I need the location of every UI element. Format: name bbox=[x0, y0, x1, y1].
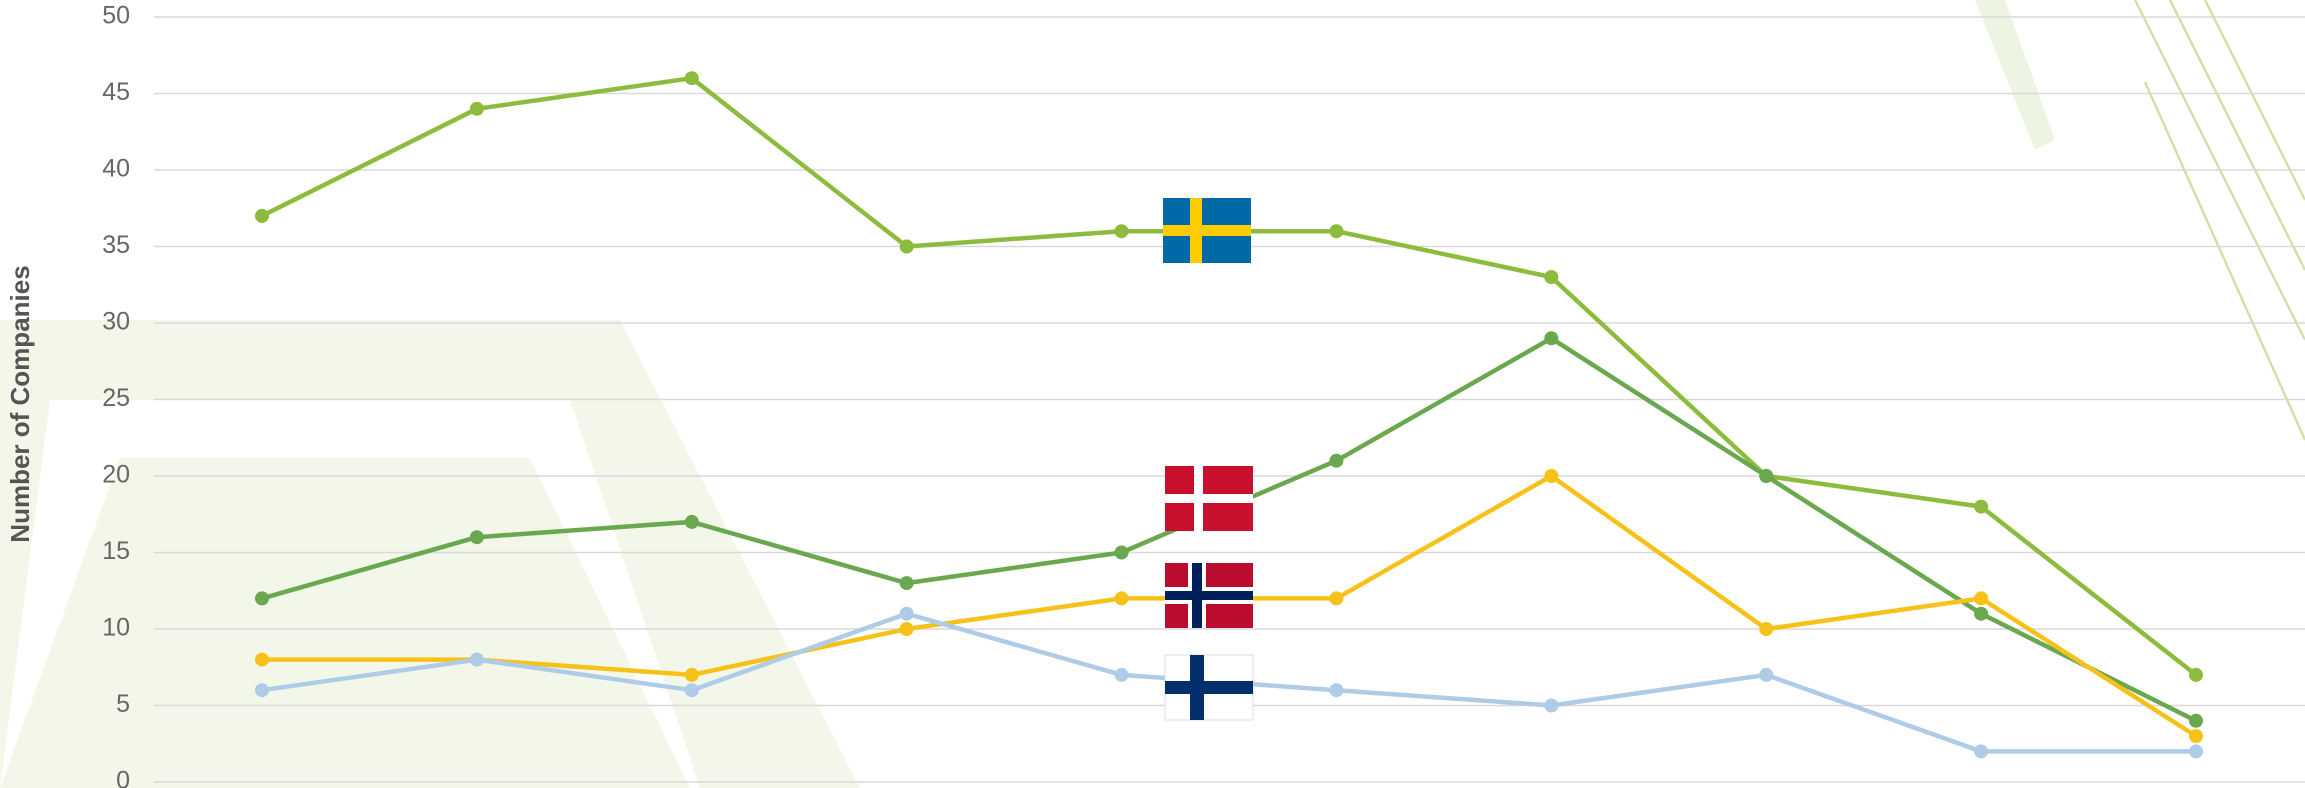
flag-sweden bbox=[1163, 198, 1251, 263]
data-point bbox=[1114, 545, 1129, 560]
data-point bbox=[1544, 469, 1559, 483]
data-point bbox=[255, 591, 269, 606]
flag-norway bbox=[1165, 563, 1253, 628]
y-tick-label: 30 bbox=[102, 308, 130, 336]
data-point bbox=[2189, 667, 2203, 682]
data-point bbox=[1544, 270, 1559, 285]
y-tick-label: 50 bbox=[102, 2, 130, 30]
flag-finland bbox=[1164, 654, 1254, 721]
data-point bbox=[1114, 224, 1129, 239]
y-tick-label: 40 bbox=[102, 155, 130, 183]
data-point bbox=[255, 208, 269, 223]
y-axis-label: Number of Companies bbox=[5, 265, 35, 542]
data-point bbox=[255, 652, 269, 667]
data-point bbox=[1114, 667, 1129, 682]
data-point bbox=[1759, 469, 1774, 483]
data-point bbox=[684, 667, 699, 682]
data-point bbox=[1329, 224, 1344, 239]
y-tick-label: 20 bbox=[102, 461, 130, 489]
y-tick-label: 10 bbox=[102, 614, 130, 642]
data-point bbox=[469, 530, 484, 545]
data-point bbox=[1544, 331, 1559, 346]
data-point bbox=[1974, 591, 1989, 606]
data-point bbox=[1329, 683, 1344, 698]
data-point bbox=[255, 683, 269, 698]
data-point bbox=[1329, 453, 1344, 468]
data-point bbox=[469, 652, 484, 667]
data-point bbox=[2189, 713, 2203, 728]
data-point bbox=[1974, 744, 1989, 759]
data-point bbox=[1759, 667, 1774, 682]
data-point bbox=[684, 514, 699, 529]
y-tick-label: 15 bbox=[102, 537, 130, 565]
data-point bbox=[1114, 591, 1129, 606]
data-point bbox=[1544, 698, 1559, 713]
data-point bbox=[899, 606, 914, 621]
data-point bbox=[1329, 591, 1344, 606]
data-point bbox=[899, 576, 914, 591]
data-point bbox=[684, 71, 699, 86]
y-tick-label: 35 bbox=[102, 231, 130, 259]
y-tick-label: 25 bbox=[102, 384, 130, 412]
data-point bbox=[1974, 499, 1989, 514]
y-tick-label: 45 bbox=[102, 78, 130, 106]
y-tick-label: 0 bbox=[116, 767, 130, 788]
data-point bbox=[899, 239, 914, 254]
data-point bbox=[2189, 729, 2203, 744]
data-point bbox=[684, 683, 699, 698]
data-point bbox=[899, 622, 914, 636]
y-tick-label: 5 bbox=[116, 690, 130, 718]
data-point bbox=[1974, 606, 1989, 621]
data-point bbox=[2189, 744, 2203, 759]
data-point bbox=[469, 101, 484, 116]
data-point bbox=[1759, 622, 1774, 636]
flags bbox=[1163, 198, 1254, 721]
flag-denmark bbox=[1165, 466, 1253, 531]
